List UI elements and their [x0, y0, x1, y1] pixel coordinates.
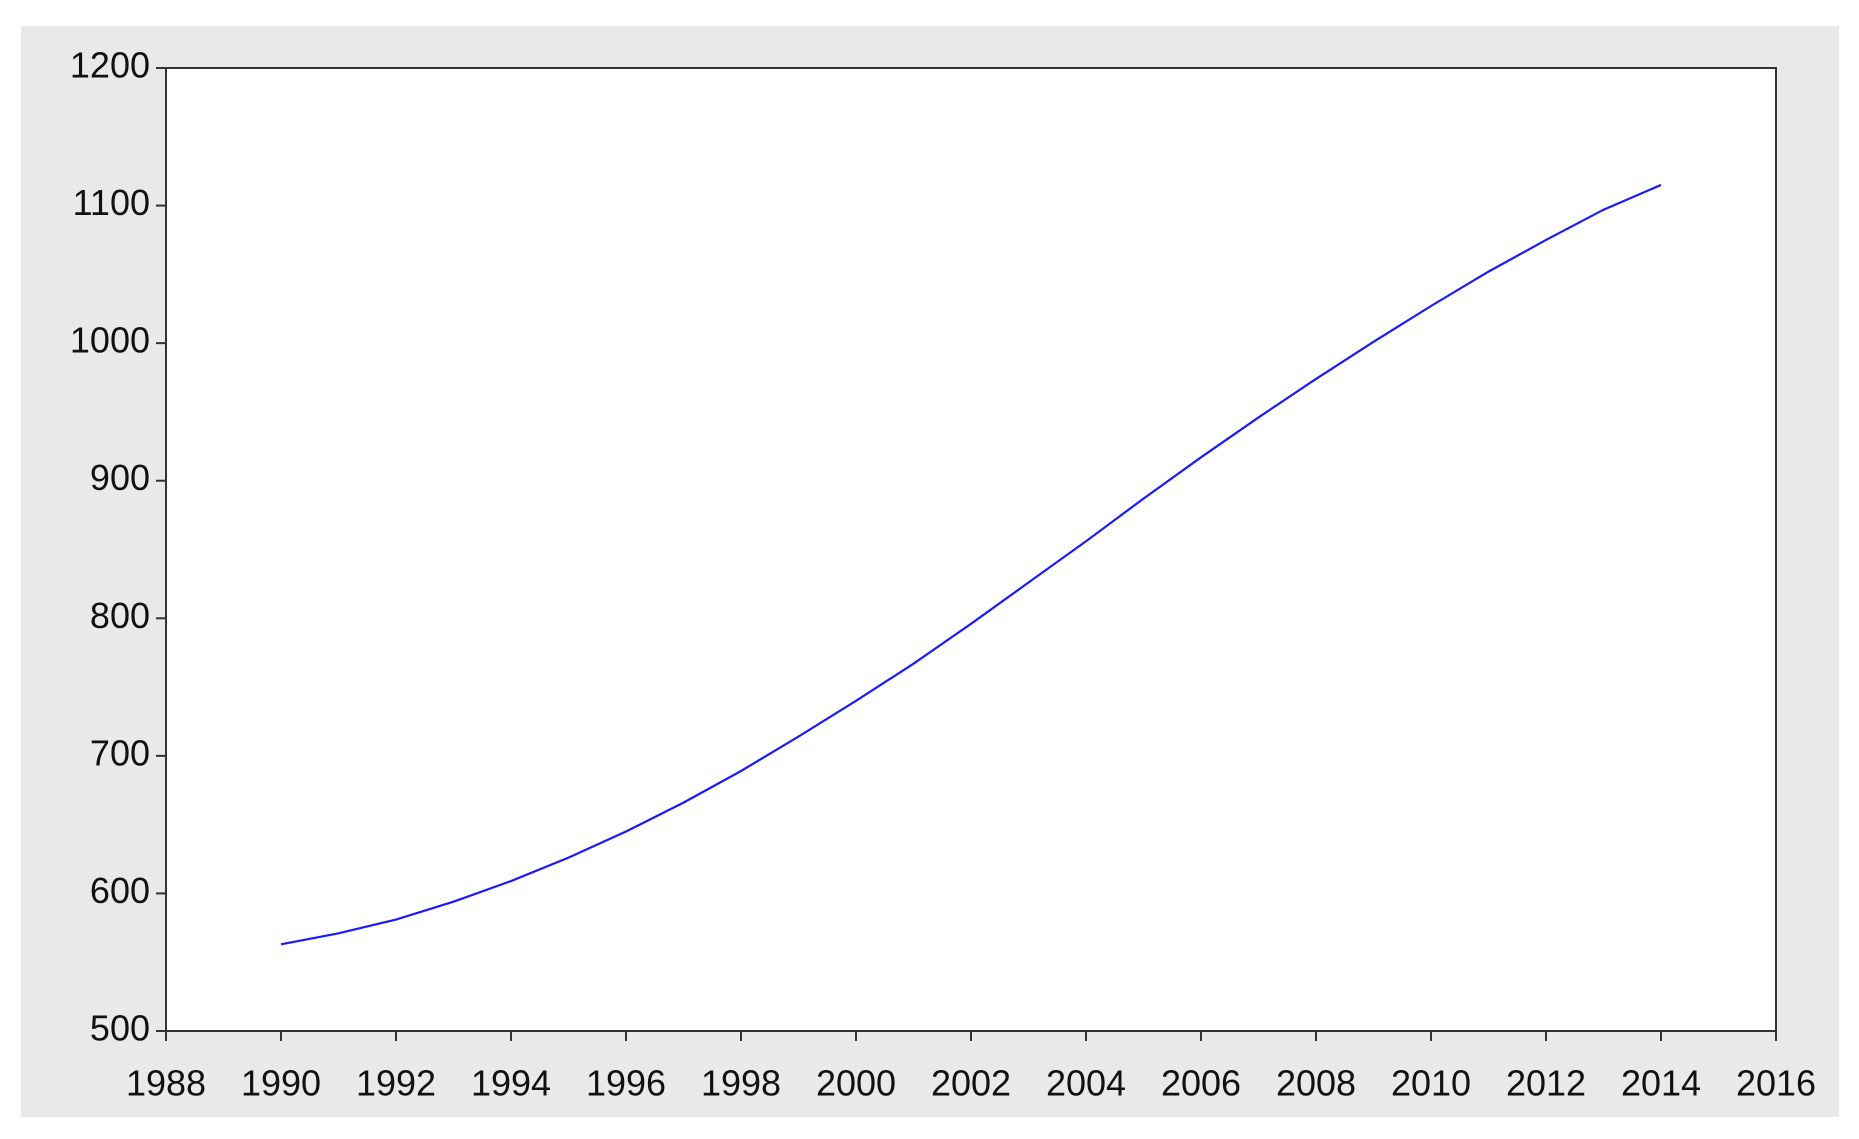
x-tick-label: 1990	[241, 1063, 321, 1104]
x-tick-label: 1988	[126, 1063, 206, 1104]
x-tick-label: 1996	[586, 1063, 666, 1104]
y-tick-label: 500	[90, 1008, 150, 1049]
x-tick-label: 2006	[1161, 1063, 1241, 1104]
x-tick-label: 1998	[701, 1063, 781, 1104]
x-tick-label: 1992	[356, 1063, 436, 1104]
x-tick-label: 2016	[1736, 1063, 1816, 1104]
x-tick-label: 2014	[1621, 1063, 1701, 1104]
x-tick-label: 2002	[931, 1063, 1011, 1104]
line-series	[280, 183, 1662, 946]
x-tick-label: 1994	[471, 1063, 551, 1104]
y-tick-label: 800	[90, 595, 150, 636]
y-tick-label: 700	[90, 732, 150, 773]
x-tick-label: 2012	[1506, 1063, 1586, 1104]
plot-area	[165, 67, 1777, 1032]
x-tick-label: 2004	[1046, 1063, 1126, 1104]
y-tick-label: 1100	[73, 182, 150, 223]
x-tick-label: 2010	[1391, 1063, 1471, 1104]
y-tick-label: 600	[90, 870, 150, 911]
x-tick-label: 2008	[1276, 1063, 1356, 1104]
y-tick-label: 1200	[70, 45, 150, 86]
y-tick-label: 1000	[70, 320, 150, 361]
x-tick-label: 2000	[816, 1063, 896, 1104]
y-tick-label: 900	[90, 457, 150, 498]
